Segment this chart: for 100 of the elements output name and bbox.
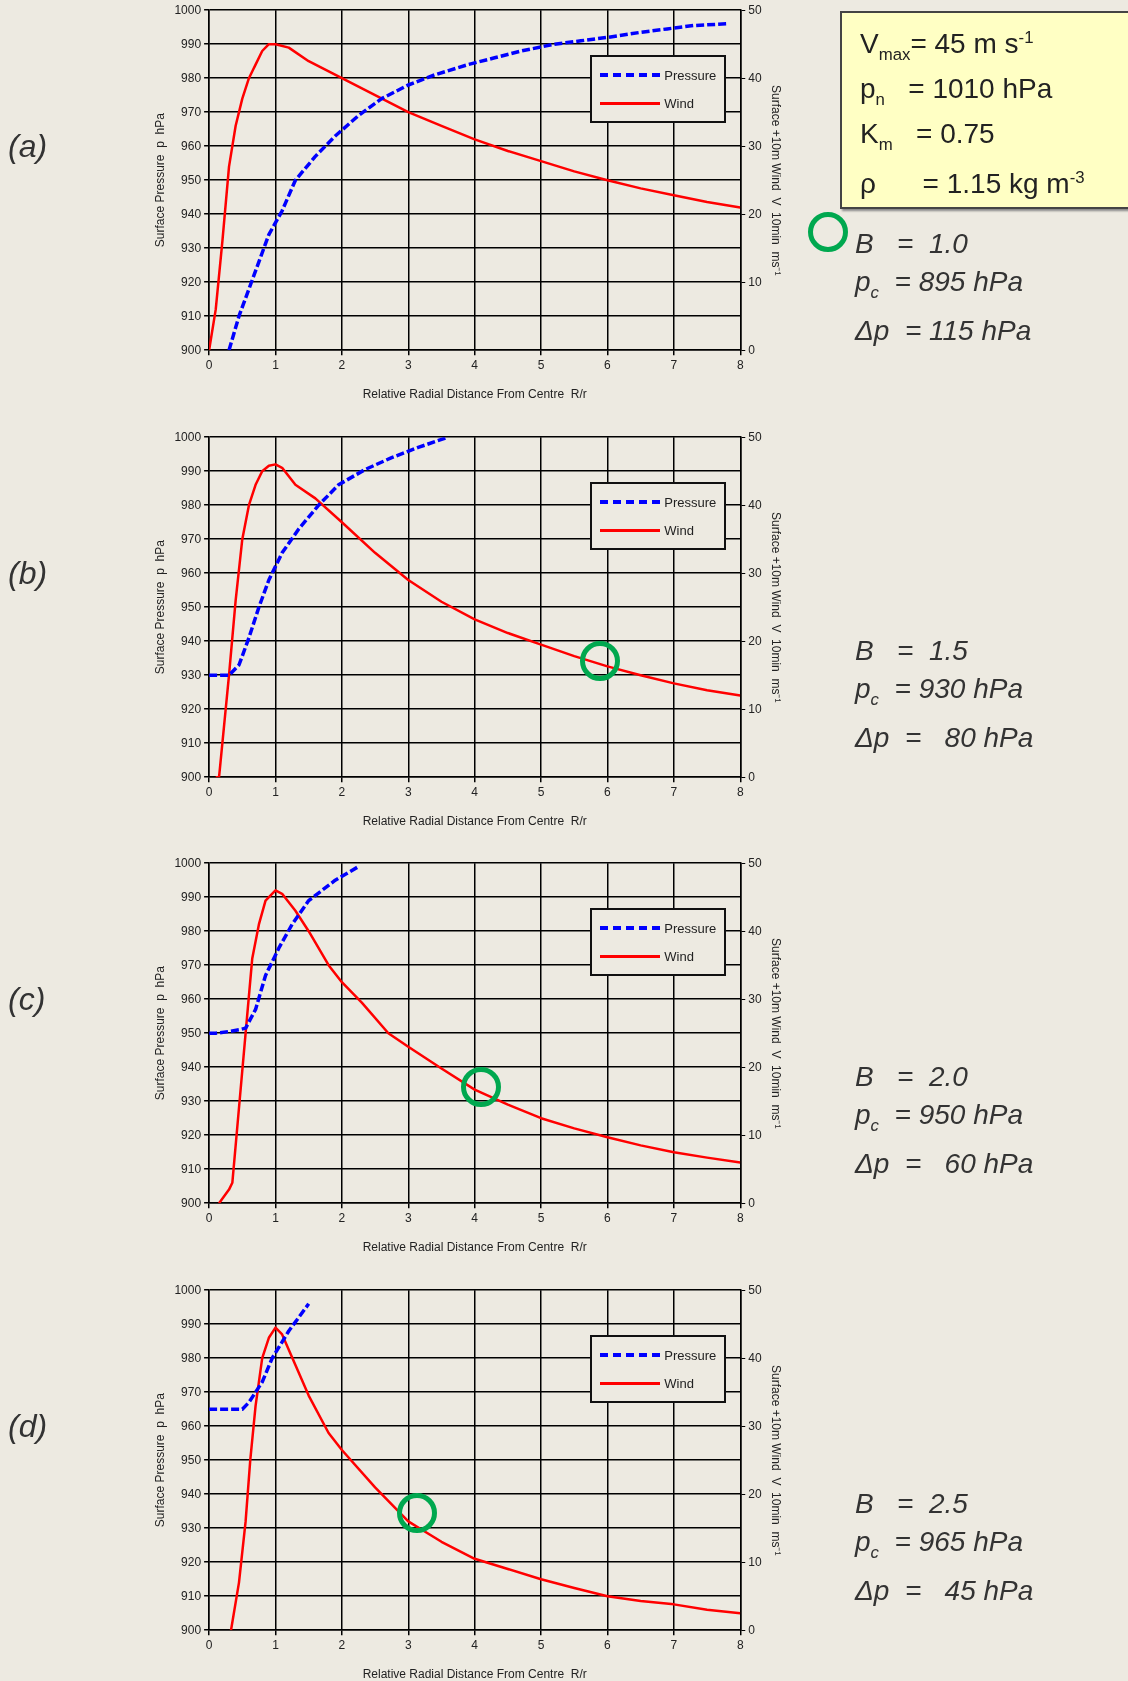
legend-label: Wind	[664, 948, 694, 964]
x-tick-label: 8	[736, 1210, 744, 1225]
y-tick-label: 900	[181, 342, 202, 357]
y-tick-label: 920	[181, 701, 202, 716]
y-tick-label: 1000	[174, 855, 202, 870]
x-tick-label: 5	[537, 1637, 545, 1652]
y-tick-label: 960	[181, 991, 202, 1006]
y-tick-label: 920	[181, 274, 202, 289]
y-tick-label: 960	[181, 565, 202, 580]
y-axis-title: Surface Pressure p hPa	[152, 539, 167, 675]
y2-tick-label: 30	[748, 138, 762, 153]
y-tick-label: 970	[181, 104, 202, 119]
x-tick-label: 7	[670, 357, 678, 372]
legend-label: Wind	[664, 95, 694, 111]
x-tick-label: 3	[404, 1210, 412, 1225]
text: B = 1.5	[855, 634, 969, 668]
legend-label: Wind	[664, 522, 694, 538]
x-axis-title: Relative Radial Distance From Centre R/r	[362, 1240, 587, 1255]
x-tick-label: 7	[670, 784, 678, 799]
text: (d)	[8, 1408, 48, 1445]
x-tick-label: 2	[338, 784, 346, 799]
x-tick-label: 4	[471, 1210, 479, 1225]
x-tick-label: 6	[604, 1637, 612, 1652]
y-tick-label: 980	[181, 1350, 202, 1365]
legend-label: Pressure	[664, 920, 717, 936]
y2-tick-label: 30	[748, 1418, 762, 1433]
y-axis-title: Surface Pressure p hPa	[152, 965, 167, 1101]
y-tick-label: 910	[181, 308, 202, 323]
y-tick-label: 1000	[174, 2, 202, 17]
x-tick-label: 0	[205, 784, 213, 799]
y-tick-label: 970	[181, 957, 202, 972]
x-tick-label: 3	[404, 784, 412, 799]
y2-tick-label: 0	[748, 342, 756, 357]
x-tick-label: 6	[604, 357, 612, 372]
y-tick-label: 940	[181, 1486, 202, 1501]
x-tick-label: 2	[338, 357, 346, 372]
y2-tick-label: 0	[748, 1195, 756, 1210]
x-tick-label: 1	[272, 784, 280, 799]
text: B = 2.5	[855, 1487, 969, 1521]
y-tick-label: 990	[181, 889, 202, 904]
legend-label: Wind	[664, 1375, 694, 1391]
text: B = 1.0	[855, 227, 969, 261]
y-tick-label: 950	[181, 172, 202, 187]
x-tick-label: 1	[272, 1210, 280, 1225]
y-tick-label: 990	[181, 36, 202, 51]
y-tick-label: 950	[181, 1025, 202, 1040]
y-tick-label: 950	[181, 1452, 202, 1467]
x-axis-title: Relative Radial Distance From Centre R/r	[362, 814, 587, 829]
text: p$_{n}$ = 1010 hPa	[860, 72, 1053, 109]
y-tick-label: 930	[181, 1093, 202, 1108]
x-tick-label: 8	[736, 784, 744, 799]
text: (c)	[8, 981, 46, 1018]
x-axis-title: Relative Radial Distance From Centre R/r	[362, 387, 587, 402]
y-tick-label: 960	[181, 1418, 202, 1433]
y-tick-label: 940	[181, 633, 202, 648]
line-series	[209, 1302, 311, 1411]
y-tick-label: 920	[181, 1127, 202, 1142]
y2-tick-label: 0	[748, 769, 756, 784]
y2-tick-label: 30	[748, 991, 762, 1006]
y-tick-label: 900	[181, 1195, 202, 1210]
text: Δp = 60 hPa	[855, 1146, 1034, 1181]
x-tick-label: 0	[205, 1210, 213, 1225]
y-tick-label: 900	[181, 769, 202, 784]
x-tick-label: 8	[736, 357, 744, 372]
x-tick-label: 4	[471, 784, 479, 799]
text: p$_{c}$ = 965 hPa	[855, 1525, 1024, 1564]
y2-tick-label: 50	[748, 1282, 762, 1297]
y2-tick-label: 10	[748, 274, 762, 289]
line-series	[209, 864, 361, 1035]
x-tick-label: 6	[604, 1210, 612, 1225]
y2-axis-title: Surface +10m Wind V 10min ms⁻¹	[769, 512, 784, 703]
x-tick-label: 4	[471, 357, 479, 372]
y2-axis-title: Surface +10m Wind V 10min ms⁻¹	[769, 938, 784, 1129]
x-tick-label: 6	[604, 784, 612, 799]
text: B = 2.0	[855, 1060, 969, 1094]
y2-tick-label: 50	[748, 2, 762, 17]
y-tick-label: 980	[181, 70, 202, 85]
y2-tick-label: 20	[748, 206, 762, 221]
x-tick-label: 7	[670, 1210, 678, 1225]
y2-tick-label: 40	[748, 70, 762, 85]
legend-label: Pressure	[664, 67, 717, 83]
x-tick-label: 1	[272, 1637, 280, 1652]
y-tick-label: 1000	[174, 1282, 202, 1297]
y2-tick-label: 50	[748, 855, 762, 870]
y-axis-title: Surface Pressure p hPa	[152, 1392, 167, 1528]
y2-tick-label: 40	[748, 923, 762, 938]
x-tick-label: 0	[205, 357, 213, 372]
y2-tick-label: 40	[748, 497, 762, 512]
y2-tick-label: 20	[748, 1486, 762, 1501]
legend-label: Pressure	[664, 1347, 717, 1363]
y2-tick-label: 10	[748, 701, 762, 716]
x-axis-title: Relative Radial Distance From Centre R/r	[362, 1667, 587, 1681]
y-tick-label: 970	[181, 531, 202, 546]
y-tick-label: 980	[181, 923, 202, 938]
y2-tick-label: 50	[748, 429, 762, 444]
text: K$_{m}$ = 0.75	[860, 117, 995, 154]
y-tick-label: 980	[181, 497, 202, 512]
x-tick-label: 3	[404, 357, 412, 372]
x-tick-label: 5	[537, 784, 545, 799]
x-tick-label: 5	[537, 1210, 545, 1225]
